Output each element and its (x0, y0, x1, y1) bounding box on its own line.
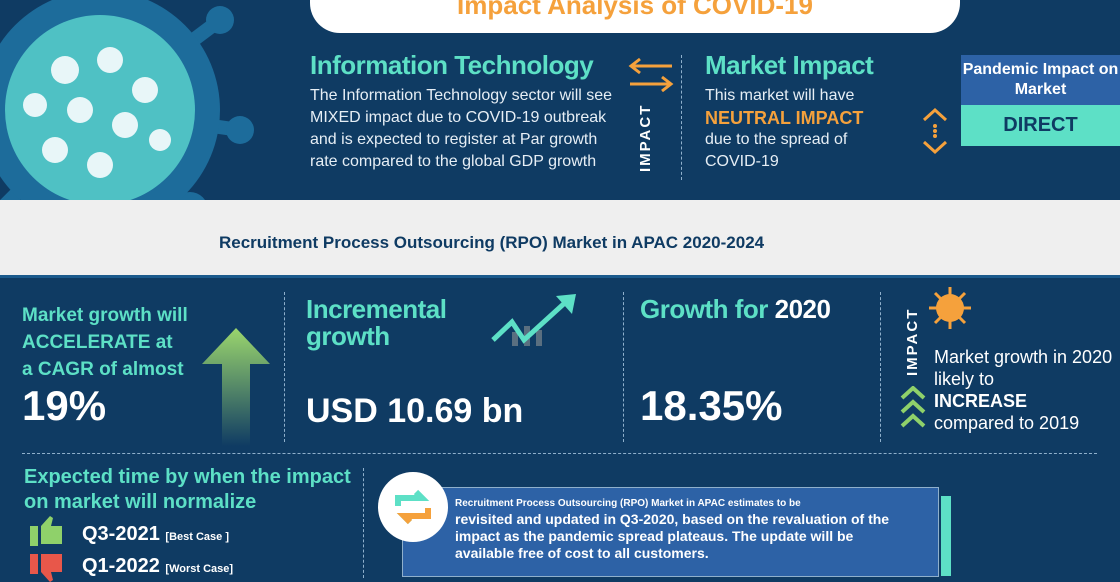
notice-small-text: Recruitment Process Outsourcing (RPO) Ma… (455, 498, 801, 509)
report-title: Recruitment Process Outsourcing (RPO) Ma… (219, 233, 765, 252)
worst-case-value: Q1-2022 (82, 555, 160, 577)
best-case-value: Q3-2021 (82, 523, 160, 545)
best-case-tag: [Best Case ] (165, 531, 229, 543)
cagr-text: Market growth will ACCELERATE at a CAGR … (22, 302, 188, 383)
normalize-title: Expected time by when the impact on mark… (24, 466, 351, 513)
market-impact-title: Market Impact (705, 50, 874, 80)
incremental-label: Incremental growth (306, 294, 447, 351)
impact-2020-line1: Market growth in 2020 likely to (934, 347, 1113, 389)
divider (284, 292, 285, 442)
growth-year: 2020 (774, 294, 831, 324)
notice-accent (941, 496, 951, 576)
notice-main-text: revisited and updated in Q3-2020, based … (455, 511, 890, 561)
up-down-arrows-icon (922, 107, 948, 155)
title-pill: Impact Analysis of COVID-19 (310, 0, 960, 33)
cagr-value: 19% (22, 382, 107, 429)
cagr-line1: Market growth will (22, 305, 188, 326)
thumbs-down-icon (30, 554, 62, 582)
divider (623, 292, 624, 442)
impact-2020-label: IMPACT (904, 307, 921, 376)
impact-label: IMPACT (637, 103, 654, 172)
incremental-value: USD 10.69 bn (306, 392, 524, 430)
growth-2020-value: 18.35% (640, 382, 783, 429)
neutral-impact-highlight: NEUTRAL IMPACT (705, 108, 864, 128)
pandemic-impact-value: DIRECT (961, 105, 1120, 146)
divider (880, 292, 881, 442)
market-impact-text-after: due to the spread of COVID-19 (705, 131, 848, 170)
sector-text: The Information Technology sector will s… (310, 87, 613, 170)
best-case: Q3-2021 [Best Case ] (82, 523, 229, 546)
divider (681, 55, 682, 180)
notice-text: Recruitment Process Outsourcing (RPO) Ma… (455, 497, 915, 562)
refresh-icon (395, 489, 431, 525)
market-impact-text: This market will have NEUTRAL IMPACT due… (705, 85, 905, 173)
thumbs-up-icon (30, 516, 62, 546)
refresh-badge (378, 472, 448, 542)
market-impact-text-before: This market will have (705, 87, 855, 104)
divider (363, 468, 364, 578)
page-title: Impact Analysis of COVID-19 (457, 0, 813, 20)
worst-case: Q1-2022 [Worst Case] (82, 555, 233, 578)
impact-2020-text: Market growth in 2020 likely to INCREASE… (934, 346, 1114, 434)
cagr-line3: a CAGR of almost (22, 359, 184, 380)
growth-label: Growth for (640, 294, 768, 324)
impact-2020-line2: compared to 2019 (934, 413, 1080, 433)
growth-2020-label: Growth for 2020 (640, 294, 831, 325)
sector-title: Information Technology (310, 50, 594, 80)
worst-case-tag: [Worst Case] (165, 563, 234, 575)
horizontal-divider (22, 453, 1097, 454)
virus-sun-icon (929, 287, 971, 329)
pandemic-impact-label: Pandemic Impact on Market (961, 55, 1120, 105)
growth-chart-icon (491, 294, 576, 346)
up-arrow-icon (202, 328, 270, 446)
cagr-line2: ACCELERATE at (22, 332, 173, 353)
report-title-band (0, 200, 1120, 278)
exchange-arrows-icon (628, 57, 674, 92)
increase-highlight: INCREASE (934, 391, 1028, 411)
chevrons-up-icon (900, 386, 926, 428)
